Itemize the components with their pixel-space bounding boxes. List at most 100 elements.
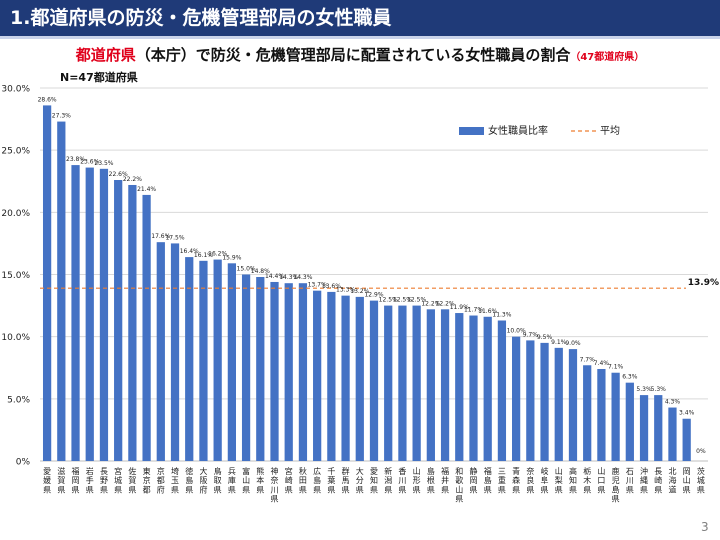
- chart-subtitle: 都道府県（本庁）で防災・危機管理部局に配置されている女性職員の割合（47都道府県…: [0, 44, 720, 65]
- data-label: 13.2%: [350, 288, 369, 295]
- bar: [42, 105, 52, 461]
- data-label: 13.3%: [336, 287, 355, 294]
- bar: [568, 349, 578, 461]
- x-tick-label: 鹿児島県: [612, 466, 620, 504]
- data-label: 21.4%: [137, 186, 156, 193]
- x-tick-label: 徳島県: [185, 466, 193, 494]
- average-label: 13.9%: [688, 278, 719, 288]
- data-label: 22.6%: [109, 171, 128, 178]
- bar: [497, 320, 507, 461]
- data-label: 14.3%: [279, 274, 298, 281]
- x-tick-label: 千葉県: [327, 466, 335, 494]
- x-tick-label: 青森県: [512, 466, 520, 494]
- bar: [597, 368, 606, 461]
- data-label: 16.2%: [208, 251, 227, 258]
- x-tick-label: 愛知県: [370, 466, 378, 494]
- x-tick-label: 宮城県: [114, 466, 122, 494]
- x-tick-label: 福井県: [441, 467, 449, 494]
- x-tick-label: 熊本県: [256, 466, 264, 494]
- x-tick-label: 茨城県: [697, 466, 705, 494]
- x-tick-label: 秋田県: [299, 466, 307, 494]
- bar: [99, 168, 109, 462]
- legend: 女性職員比率 平均: [459, 124, 620, 137]
- sample-size-note: N=47都道府県: [60, 71, 138, 84]
- x-tick-label: 長野県: [100, 467, 108, 494]
- bar: [654, 395, 663, 461]
- bar-series: [42, 105, 691, 462]
- bar: [57, 121, 66, 461]
- bar: [241, 274, 251, 461]
- data-label: 7.1%: [608, 364, 624, 371]
- data-label: 12.5%: [407, 297, 426, 304]
- subtitle-prefecture: 都道府県: [75, 46, 136, 64]
- x-tick-label: 高知県: [569, 466, 577, 494]
- x-tick-label: 群馬県: [342, 466, 350, 494]
- data-label: 0%: [696, 448, 706, 455]
- bar: [483, 316, 492, 461]
- data-label: 7.7%: [580, 356, 596, 363]
- data-label: 5.3%: [636, 386, 652, 393]
- x-tick-label: 石川県: [626, 467, 634, 494]
- bar: [213, 259, 222, 461]
- x-tick-label: 宮崎県: [285, 466, 293, 494]
- data-label: 9.0%: [565, 340, 581, 347]
- y-tick-label: 30.0%: [1, 85, 30, 95]
- bar: [625, 382, 634, 461]
- subtitle-count-note: （47都道府県）: [570, 52, 645, 63]
- x-tick-label: 島根県: [427, 466, 435, 494]
- average-line-group: 13.9%: [40, 278, 719, 289]
- legend-label-series: 女性職員比率: [488, 124, 548, 137]
- bar: [284, 283, 293, 461]
- x-tick-label: 大分県: [356, 466, 364, 494]
- data-label: 10.0%: [507, 328, 526, 335]
- x-tick-label: 岩手県: [86, 466, 94, 494]
- data-label: 12.2%: [421, 300, 440, 307]
- data-label: 12.2%: [436, 300, 455, 307]
- data-label: 22.2%: [123, 176, 142, 183]
- bar: [369, 300, 379, 461]
- x-tick-label: 愛媛県: [43, 466, 51, 494]
- data-label: 13.7%: [308, 282, 327, 289]
- y-tick-label: 20.0%: [1, 209, 30, 219]
- bar: [455, 313, 464, 461]
- data-labels: 28.6% 27.3% 23.8%23.6%23.5% 22.6%22.2% 21.4%…: [38, 96, 706, 455]
- bar: [341, 295, 350, 461]
- bar: [142, 194, 151, 461]
- x-tick-label: 北海道: [668, 467, 676, 494]
- data-label: 27.3%: [52, 113, 71, 120]
- x-tick-label: 神奈川県: [271, 466, 279, 504]
- bar: [270, 281, 279, 461]
- x-tick-label: 福島県: [484, 467, 492, 494]
- bar: [526, 340, 535, 461]
- bar: [426, 309, 435, 461]
- x-tick-label: 富山県: [242, 466, 250, 494]
- x-tick-label: 山梨県: [555, 466, 563, 494]
- data-label: 4.3%: [665, 399, 681, 406]
- x-tick-label: 静岡県: [469, 466, 477, 494]
- x-axis: 愛媛県滋賀県福岡県岩手県長野県宮城県佐賀県東京都京都府埼玉県徳島県大阪府鳥取県兵…: [43, 466, 705, 504]
- title-underline: [0, 36, 720, 39]
- y-tick-label: 5.0%: [7, 395, 30, 405]
- x-tick-label: 岡山県: [683, 467, 691, 494]
- data-label: 6.3%: [622, 374, 638, 381]
- bar: [440, 309, 450, 461]
- data-label: 14.8%: [251, 268, 270, 275]
- bar: [298, 283, 308, 461]
- bar: [313, 290, 322, 461]
- bar: [185, 257, 194, 461]
- bar: [583, 365, 592, 461]
- y-axis: 0% 5.0% 10.0% 15.0% 20.0% 25.0% 30.0%: [1, 85, 30, 468]
- x-tick-label: 滋賀県: [57, 466, 65, 494]
- y-tick-label: 10.0%: [1, 333, 30, 343]
- x-tick-label: 広島県: [313, 466, 321, 494]
- x-tick-label: 沖縄県: [640, 466, 648, 494]
- bar: [611, 372, 620, 461]
- x-tick-label: 新潟県: [384, 466, 392, 494]
- x-tick-label: 鳥取県: [214, 466, 222, 494]
- bar: [512, 336, 521, 461]
- x-tick-label: 栃木県: [583, 466, 591, 494]
- x-tick-label: 和歌山県: [455, 467, 463, 504]
- x-tick-label: 京都府: [157, 466, 165, 494]
- data-label: 9.5%: [537, 334, 553, 341]
